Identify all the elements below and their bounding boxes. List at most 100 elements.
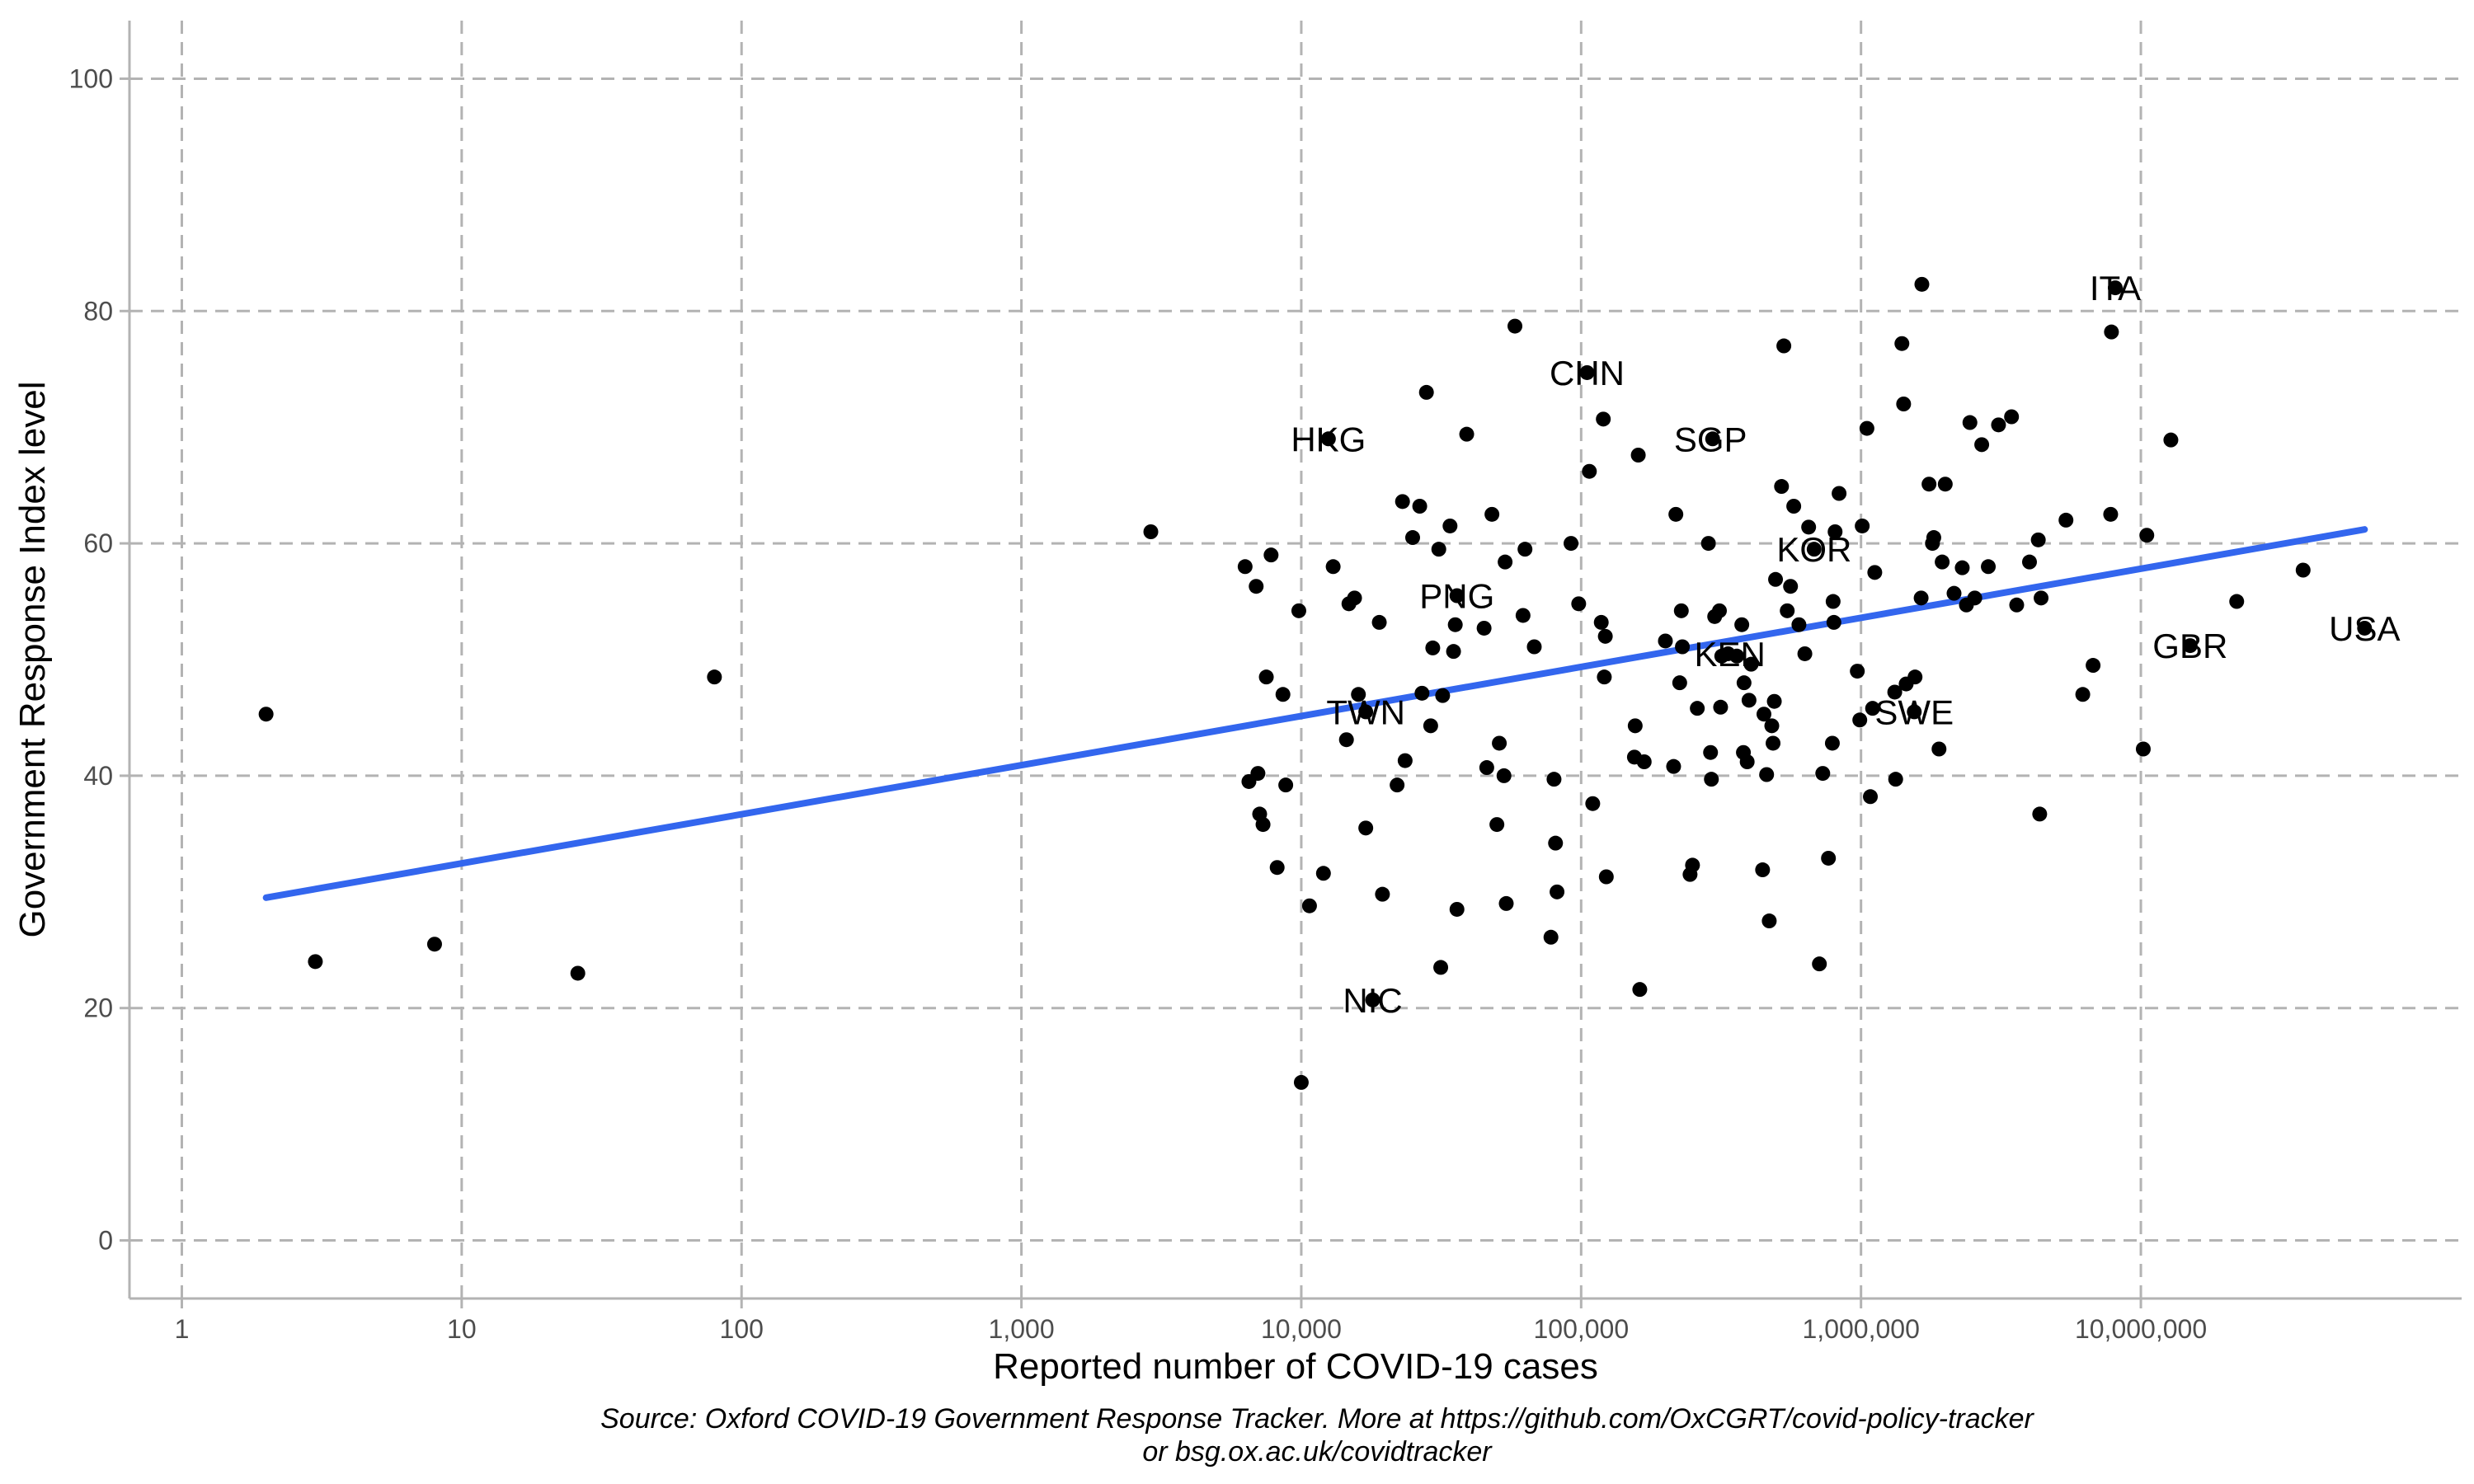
x-tick-label: 1,000 <box>989 1314 1055 1344</box>
data-point <box>1459 426 1475 442</box>
gridlines <box>129 21 2462 1298</box>
data-point <box>1894 336 1910 351</box>
country-labels: ITA CHN HKG SGP KOR PNG GBR USA KEN TWN SWE NIC <box>1291 269 2400 1020</box>
data-point <box>1855 518 1870 533</box>
x-tick-label: 1,000,000 <box>1803 1314 1920 1344</box>
data-point <box>1865 701 1880 716</box>
data-point <box>1700 536 1716 552</box>
data-point <box>1320 431 1336 447</box>
data-point <box>2135 741 2151 757</box>
data-point <box>1597 628 1613 644</box>
data-point <box>1315 866 1331 881</box>
data-point <box>1546 772 1562 787</box>
data-point <box>1675 639 1691 655</box>
data-point <box>1358 820 1374 836</box>
data-point <box>1143 524 1159 539</box>
data-point <box>1850 664 1865 679</box>
data-point <box>2103 506 2119 522</box>
data-point <box>1824 735 1840 751</box>
data-point <box>1755 862 1771 878</box>
data-point <box>1278 777 1294 793</box>
data-point <box>1712 603 1728 618</box>
data-point <box>1489 817 1505 833</box>
data-point <box>1564 536 1579 552</box>
data-point <box>1479 760 1494 776</box>
data-point <box>1780 603 1795 618</box>
data-point <box>1776 338 1792 354</box>
data-point <box>1255 817 1271 833</box>
data-point <box>1412 499 1427 514</box>
data-point <box>1636 754 1652 769</box>
data-point <box>1887 684 1903 700</box>
y-tick-label: 40 <box>83 761 113 791</box>
data-point <box>1729 648 1745 664</box>
data-point <box>1365 992 1380 1007</box>
data-point <box>1741 693 1757 708</box>
data-point <box>1713 699 1729 715</box>
data-point <box>1954 560 1970 575</box>
data-point <box>1579 364 1595 380</box>
data-point <box>1759 767 1775 782</box>
data-point <box>1585 796 1601 811</box>
data-point <box>1630 448 1646 463</box>
data-point <box>1768 571 1784 587</box>
data-points <box>258 276 2373 1090</box>
data-point <box>1632 982 1648 998</box>
data-point <box>1498 895 1514 911</box>
x-tick-label: 1 <box>175 1314 190 1344</box>
country-label-swe: SWE <box>1874 693 1954 731</box>
trend-line <box>262 526 2368 901</box>
data-point <box>1921 477 1937 492</box>
x-tick-label: 100 <box>720 1314 764 1344</box>
data-point <box>2009 597 2025 613</box>
data-point <box>1351 687 1366 702</box>
data-point <box>1962 415 1978 430</box>
data-point <box>1967 590 1982 606</box>
data-point <box>1974 437 1990 453</box>
data-point <box>2004 409 2020 425</box>
y-tick-label: 100 <box>69 63 113 93</box>
y-axis-title: Government Response Index level <box>12 381 53 937</box>
data-point <box>2357 620 2373 636</box>
data-point <box>1926 530 1941 546</box>
data-point <box>258 707 274 722</box>
data-point <box>1867 565 1883 580</box>
data-point <box>1250 766 1266 782</box>
data-point <box>1896 397 1912 411</box>
source-caption-line2: or bsg.ox.ac.uk/covidtracker <box>1142 1436 1493 1468</box>
data-point <box>1258 669 1274 685</box>
data-point <box>1593 614 1609 630</box>
data-point <box>1597 669 1612 685</box>
data-point <box>2034 590 2049 606</box>
y-tick-label: 0 <box>98 1226 113 1256</box>
data-point <box>1704 772 1719 787</box>
country-label-chn: CHN <box>1550 354 1625 392</box>
data-point <box>1476 620 1492 636</box>
data-point <box>1492 735 1507 751</box>
data-point <box>2295 562 2311 578</box>
data-point <box>1404 530 1420 546</box>
data-point <box>1766 693 1782 709</box>
data-point <box>1673 603 1689 618</box>
data-point <box>1812 956 1827 972</box>
ticks: 1 10 100 1,000 10,000 100,000 1,000,000 10,000,… <box>69 63 2208 1344</box>
data-point <box>1447 617 1463 632</box>
data-point <box>1449 588 1465 603</box>
data-point <box>1291 603 1306 618</box>
data-point <box>570 965 586 981</box>
data-point <box>1550 884 1565 899</box>
data-point <box>1931 741 1947 757</box>
country-label-png: PNG <box>1419 577 1494 616</box>
data-point <box>1863 789 1879 805</box>
data-point <box>1301 898 1317 913</box>
source-caption-line1: Source: Oxford COVID-19 Government Respo… <box>600 1403 2034 1435</box>
data-point <box>1756 707 1771 722</box>
y-tick-label: 60 <box>83 528 113 558</box>
data-point <box>1913 590 1929 606</box>
data-point <box>1826 614 1841 630</box>
data-point <box>1375 886 1390 902</box>
data-point <box>1783 579 1799 594</box>
data-point <box>1815 766 1831 782</box>
data-point <box>1832 486 1847 501</box>
country-label-usa: USA <box>2329 609 2400 648</box>
